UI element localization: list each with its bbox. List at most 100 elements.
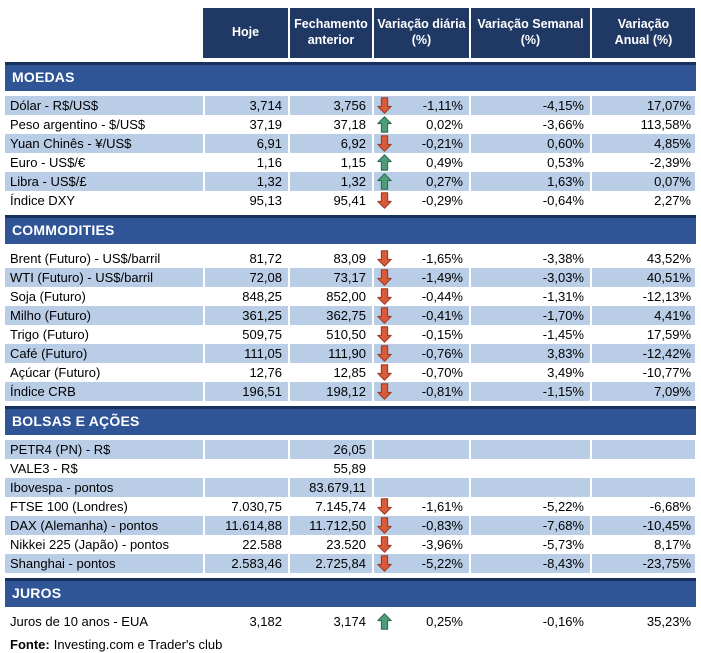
daily-change-value: 0,02% (426, 117, 463, 132)
down-arrow-icon (377, 135, 392, 152)
weekly-change-cell: 0,53% (469, 153, 590, 172)
row-label: WTI (Futuro) - US$/barril (5, 268, 203, 287)
annual-change-cell: 0,07% (590, 172, 695, 191)
prev-close-cell: 3,756 (288, 96, 372, 115)
section-header-bolsas-e-acoes: BOLSAS E AÇÕES (5, 406, 696, 435)
section-title: JUROS (12, 585, 62, 601)
daily-change-cell: 0,25% (372, 612, 469, 631)
hoje-cell: 111,05 (203, 344, 288, 363)
annual-change-cell: 113,58% (590, 115, 695, 134)
source-text: Investing.com e Trader's club (53, 637, 223, 652)
daily-change-value: -0,70% (421, 365, 463, 380)
down-arrow-icon (377, 192, 392, 209)
down-arrow-icon (377, 383, 392, 400)
daily-change-cell: 0,02% (372, 115, 469, 134)
row-label: Milho (Futuro) (5, 306, 203, 325)
prev-close-cell: 362,75 (288, 306, 372, 325)
down-arrow-icon (377, 250, 392, 267)
table-row: Dólar - R$/US$ 3,714 3,756 -1,11% -4,15% 17,0… (5, 96, 696, 115)
column-header-fechamento: Fechamento anterior (288, 8, 372, 58)
prev-close-cell: 852,00 (288, 287, 372, 306)
hoje-cell: 3,714 (203, 96, 288, 115)
annual-change-cell: -10,45% (590, 516, 695, 535)
prev-close-cell: 12,85 (288, 363, 372, 382)
daily-change-value: -3,96% (421, 537, 463, 552)
hoje-cell: 95,13 (203, 191, 288, 210)
prev-close-cell: 2.725,84 (288, 554, 372, 573)
weekly-change-cell: -3,38% (469, 249, 590, 268)
row-label: Juros de 10 anos - EUA (10, 614, 149, 629)
table-row: Açúcar (Futuro) 12,76 12,85 -0,70% 3,49% -10,… (5, 363, 696, 382)
down-arrow-icon (377, 517, 392, 534)
table-row: Milho (Futuro) 361,25 362,75 -0,41% -1,70% 4,… (5, 306, 696, 325)
prev-close-cell: 6,92 (288, 134, 372, 153)
hoje-cell: 196,51 (203, 382, 288, 401)
weekly-change-cell: -0,16% (469, 612, 590, 631)
hoje-cell: 3,182 (203, 612, 288, 631)
daily-change-cell: -0,70% (372, 363, 469, 382)
row-label: Dólar - R$/US$ (5, 96, 203, 115)
column-header-hoje: Hoje (203, 8, 288, 58)
annual-change-cell: -23,75% (590, 554, 695, 573)
daily-change-cell: -1,49% (372, 268, 469, 287)
prev-close-cell: 1,32 (288, 172, 372, 191)
hoje-cell: 37,19 (203, 115, 288, 134)
annual-change-cell: 4,41% (590, 306, 695, 325)
table-row: Índice DXY 95,13 95,41 -0,29% -0,64% 2,27% (5, 191, 696, 210)
annual-change-cell: 43,52% (590, 249, 695, 268)
daily-change-value: -1,61% (421, 499, 463, 514)
prev-close-cell: 37,18 (288, 115, 372, 134)
daily-change-value: -0,29% (421, 193, 463, 208)
table-row: Nikkei 225 (Japão) - pontos 22.588 23.520 -… (5, 535, 696, 554)
table-row: Soja (Futuro) 848,25 852,00 -0,44% -1,31% -12… (5, 287, 696, 306)
prev-close-cell: 23.520 (288, 535, 372, 554)
hoje-cell: 6,91 (203, 134, 288, 153)
daily-change-value: -1,65% (421, 251, 463, 266)
section-moedas: MOEDAS Dólar - R$/US$ 3,714 3,756 -1,11% -4,1… (5, 62, 696, 210)
prev-close-cell: 198,12 (288, 382, 372, 401)
annual-change-cell: 17,59% (590, 325, 695, 344)
down-arrow-icon (377, 498, 392, 515)
weekly-change-cell: 0,60% (469, 134, 590, 153)
daily-change-value: 0,27% (426, 174, 463, 189)
row-label: Trigo (Futuro) (10, 327, 89, 342)
row-label: Açúcar (Futuro) (10, 365, 101, 380)
down-arrow-icon (377, 97, 392, 114)
section-rows: Brent (Futuro) - US$/barril 81,72 83,09 -1,… (5, 249, 696, 401)
up-arrow-icon (377, 613, 392, 630)
daily-change-cell: -0,76% (372, 344, 469, 363)
row-label: Euro - US$/€ (10, 155, 86, 170)
section-rows: Juros de 10 anos - EUA 3,182 3,174 0,25% -0,… (5, 612, 696, 631)
row-label: Libra - US$/£ (5, 172, 203, 191)
annual-change-cell: -2,39% (590, 153, 695, 172)
table-row: Euro - US$/€ 1,16 1,15 0,49% 0,53% -2,39% (5, 153, 696, 172)
daily-change-value: 0,25% (426, 614, 463, 629)
table-row: Peso argentino - $/US$ 37,19 37,18 0,02% -3,… (5, 115, 696, 134)
section-rows: Dólar - R$/US$ 3,714 3,756 -1,11% -4,15% 17,0… (5, 96, 696, 210)
daily-change-value: -1,11% (422, 98, 463, 113)
weekly-change-cell: -5,22% (469, 497, 590, 516)
table-row: Juros de 10 anos - EUA 3,182 3,174 0,25% -0,… (5, 612, 696, 631)
table-row: VALE3 - R$ 55,89 (5, 459, 696, 478)
daily-change-cell: -5,22% (372, 554, 469, 573)
table-row: Índice CRB 196,51 198,12 -0,81% -1,15% 7,09% (5, 382, 696, 401)
prev-close-cell: 3,174 (288, 612, 372, 631)
row-label: Shanghai - pontos (5, 554, 203, 573)
section-rows: PETR4 (PN) - R$ 26,05 VALE3 - R$ 55,89 Ibove… (5, 440, 696, 573)
row-label: PETR4 (PN) - R$ (5, 440, 203, 459)
prev-close-cell: 111,90 (288, 344, 372, 363)
up-arrow-icon (377, 154, 392, 171)
weekly-change-cell: -1,15% (469, 382, 590, 401)
weekly-change-cell: 3,49% (469, 363, 590, 382)
prev-close-cell: 11.712,50 (288, 516, 372, 535)
weekly-change-cell: -3,03% (469, 268, 590, 287)
daily-change-value: -0,41% (421, 308, 463, 323)
section-title: COMMODITIES (12, 222, 115, 238)
row-label: Ibovespa - pontos (5, 478, 203, 497)
row-label: Café (Futuro) (5, 344, 203, 363)
daily-change-cell: -0,21% (372, 134, 469, 153)
daily-change-cell: -0,83% (372, 516, 469, 535)
daily-change-cell: -1,65% (372, 249, 469, 268)
row-label: Yuan Chinês - ¥/US$ (5, 134, 203, 153)
section-header-commodities: COMMODITIES (5, 215, 696, 244)
